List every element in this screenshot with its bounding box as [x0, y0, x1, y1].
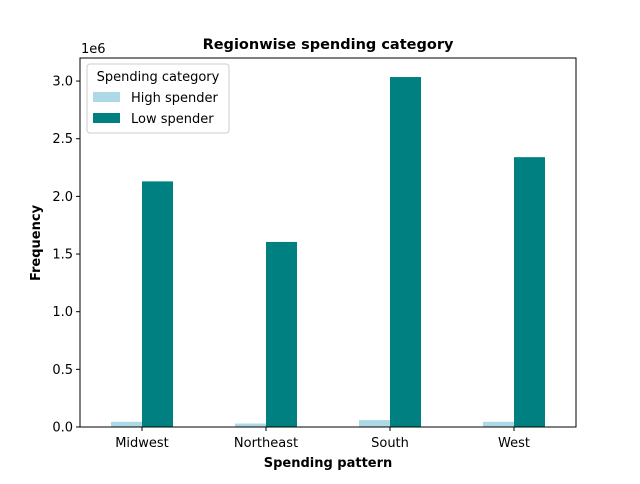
x-tick-label: South: [371, 436, 409, 451]
y-tick-label: 0.0: [52, 421, 73, 436]
legend-frame: [86, 63, 230, 134]
y-tick-label: 3.0: [52, 75, 73, 90]
y-tick-label: 2.5: [52, 132, 73, 147]
bar-high-spender-south: [359, 420, 390, 427]
y-axis-label: Frequency: [29, 204, 44, 281]
bar-low-spender-midwest: [142, 181, 173, 427]
legend-swatch-high-spender: [93, 92, 120, 102]
y-tick-label: 0.5: [52, 363, 73, 378]
legend-label-low-spender: Low spender: [131, 112, 214, 127]
y-tick-label: 2.0: [52, 190, 73, 205]
chart-title: Regionwise spending category: [203, 37, 454, 53]
legend-label-high-spender: High spender: [131, 91, 219, 106]
legend: Spending category High spender Low spende…: [86, 63, 230, 134]
bar-high-spender-west: [483, 421, 514, 427]
y-tick-label: 1.0: [52, 305, 73, 320]
bar-high-spender-midwest: [111, 421, 142, 427]
legend-swatch-low-spender: [93, 113, 120, 123]
bar-low-spender-west: [514, 157, 545, 427]
x-axis-label: Spending pattern: [264, 456, 393, 471]
legend-title: Spending category: [97, 70, 220, 85]
bar-low-spender-south: [390, 77, 421, 428]
bar-low-spender-northeast: [266, 241, 297, 427]
x-tick-label: Northeast: [234, 436, 298, 451]
y-tick-label: 1.5: [52, 248, 73, 263]
y-axis-multiplier: 1e6: [81, 42, 106, 57]
x-tick-label: West: [498, 436, 530, 451]
x-tick-label: Midwest: [115, 436, 169, 451]
bar-high-spender-northeast: [235, 423, 266, 427]
plot-frame: [79, 57, 577, 428]
plot-area: Midwest Northeast South West 0.0 0.5 1.0 1.5 2.0…: [52, 57, 577, 451]
